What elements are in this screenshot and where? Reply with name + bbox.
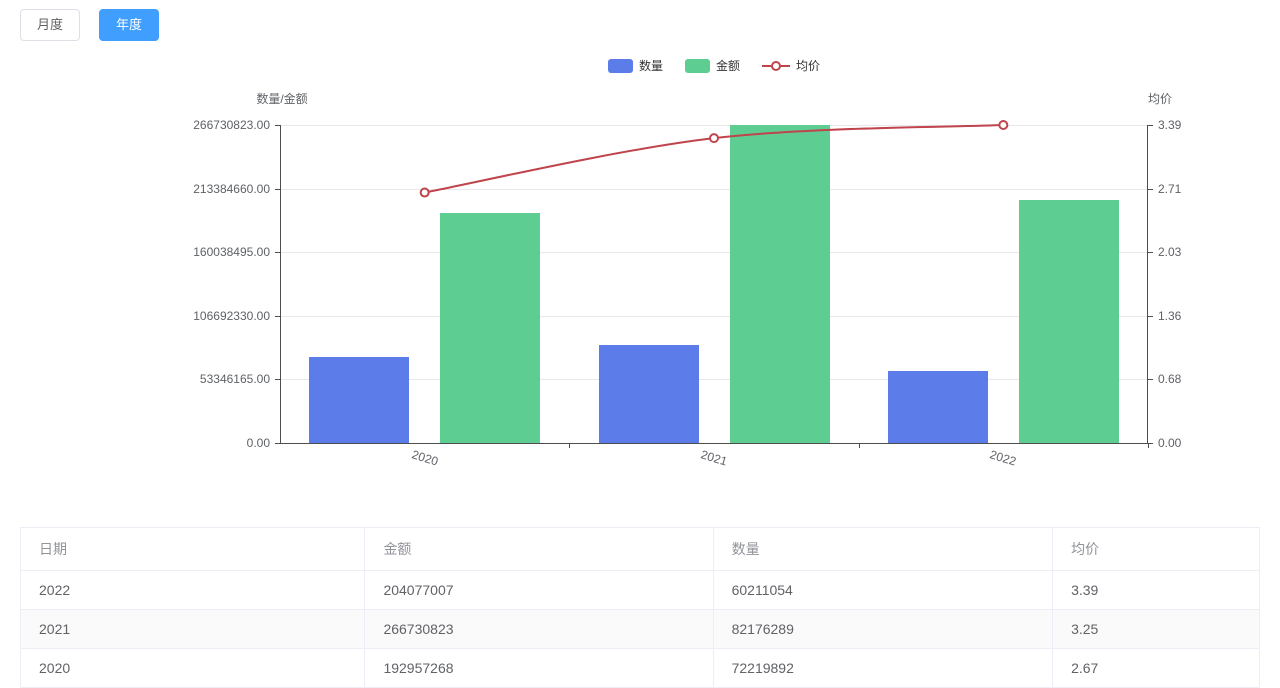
left-axis-line xyxy=(280,125,281,443)
avg-price-point-2022[interactable] xyxy=(998,120,1009,130)
table-cell: 72219892 xyxy=(712,648,1054,688)
gridline xyxy=(280,252,1148,254)
gridline xyxy=(280,125,1148,126)
bar-数量-2020[interactable] xyxy=(309,356,410,443)
table-cell: 2021 xyxy=(19,609,366,649)
line-marker-icon xyxy=(762,59,790,73)
right-axis-tick xyxy=(1148,125,1153,126)
left-axis-tick xyxy=(275,125,280,126)
column-header: 日期 xyxy=(19,527,366,571)
table-cell: 192957268 xyxy=(364,648,714,688)
left-axis-tick-label: 53346165.00 xyxy=(199,372,270,387)
right-axis-tick xyxy=(1148,252,1153,254)
bar-金额-2021[interactable] xyxy=(729,125,830,443)
legend-item-amount[interactable]: 金额 xyxy=(684,57,740,74)
bar-金额-2022[interactable] xyxy=(1018,199,1119,443)
column-header: 数量 xyxy=(712,527,1054,571)
left-axis-tick-label: 160038495.00 xyxy=(193,245,270,260)
right-axis-tick xyxy=(1148,315,1153,317)
table-cell: 60211054 xyxy=(712,570,1054,610)
avg-price-line[interactable] xyxy=(280,120,1148,443)
x-axis-category-label: 2022 xyxy=(988,447,1019,469)
period-toolbar: 月度 年度 xyxy=(20,9,160,41)
table-cell: 266730823 xyxy=(364,609,714,649)
summary-table: 日期 金额 数量 均价 2022 204077007 60211054 3.39 2021 266… xyxy=(19,527,1260,688)
left-axis-tick-label: 213384660.00 xyxy=(193,181,270,196)
left-axis-tick xyxy=(275,252,280,254)
left-axis-tick xyxy=(275,188,280,190)
avg-price-point-2020[interactable] xyxy=(419,187,430,198)
legend-label-amount: 金额 xyxy=(715,59,740,73)
legend-label-avg-price: 均价 xyxy=(796,59,821,73)
x-axis-tick xyxy=(569,443,571,448)
legend-item-quantity[interactable]: 数量 xyxy=(607,57,663,74)
x-axis-line xyxy=(275,443,1153,444)
yearly-button[interactable]: 年度 xyxy=(99,9,160,41)
table-header-row: 日期 金额 数量 均价 xyxy=(19,527,1260,571)
right-axis-title: 均价 xyxy=(1148,92,1173,106)
left-axis-tick-label: 106692330.00 xyxy=(193,308,270,323)
right-axis-tick xyxy=(1148,188,1153,190)
table-cell: 2.67 xyxy=(1052,648,1260,688)
bar-数量-2021[interactable] xyxy=(598,345,699,443)
bar-金额-2020[interactable] xyxy=(440,212,541,443)
combo-chart: 数量 金额 均价 数量/金额 均价 266730823.00 3.39 213384… xyxy=(193,57,1181,469)
right-axis-tick-label: 0.68 xyxy=(1158,372,1182,387)
right-axis-tick-label: 2.71 xyxy=(1158,181,1182,196)
avg-price-point-2021[interactable] xyxy=(709,133,719,144)
legend-item-avg-price[interactable]: 均价 xyxy=(762,57,820,74)
table-cell: 204077007 xyxy=(364,570,714,610)
right-axis-tick xyxy=(1148,379,1153,381)
table-row: 2021 266730823 82176289 3.25 xyxy=(19,609,1260,649)
gridline xyxy=(280,315,1148,317)
left-axis-tick-label: 0.00 xyxy=(246,436,270,450)
quantity-swatch-icon xyxy=(607,58,633,73)
table-cell: 82176289 xyxy=(712,609,1054,649)
x-axis-category-label: 2020 xyxy=(409,447,440,469)
column-header: 金额 xyxy=(364,527,714,571)
right-axis-tick-label: 0.00 xyxy=(1158,436,1182,450)
right-axis-line xyxy=(1147,125,1148,443)
plot-area: 266730823.00 3.39 213384660.00 2.71 16003849… xyxy=(193,118,1181,469)
table-cell: 2022 xyxy=(19,570,366,610)
bar-数量-2022[interactable] xyxy=(887,371,988,443)
left-axis-title: 数量/金额 xyxy=(256,92,308,106)
left-axis-tick-label: 266730823.00 xyxy=(193,118,270,132)
right-axis-tick-label: 2.03 xyxy=(1158,245,1182,260)
gridline xyxy=(280,188,1148,190)
left-axis-tick xyxy=(275,379,280,381)
table-row: 2020 192957268 72219892 2.67 xyxy=(19,648,1260,688)
right-axis-tick-label: 1.36 xyxy=(1158,308,1182,323)
left-axis-tick xyxy=(275,315,280,317)
table-cell: 3.39 xyxy=(1052,570,1260,610)
x-axis-tick xyxy=(1148,443,1149,448)
x-axis-tick xyxy=(858,443,860,448)
chart-legend: 数量 金额 均价 xyxy=(280,57,1148,74)
table-cell: 2020 xyxy=(19,648,366,688)
legend-label-quantity: 数量 xyxy=(638,59,663,73)
monthly-button[interactable]: 月度 xyxy=(20,9,81,41)
column-header: 均价 xyxy=(1052,527,1260,571)
right-axis-tick-label: 3.39 xyxy=(1158,118,1182,132)
x-axis-category-label: 2021 xyxy=(699,447,729,469)
table-row: 2022 204077007 60211054 3.39 xyxy=(19,570,1260,610)
amount-swatch-icon xyxy=(684,58,710,73)
table-cell: 3.25 xyxy=(1052,609,1260,649)
gridline xyxy=(280,379,1148,381)
